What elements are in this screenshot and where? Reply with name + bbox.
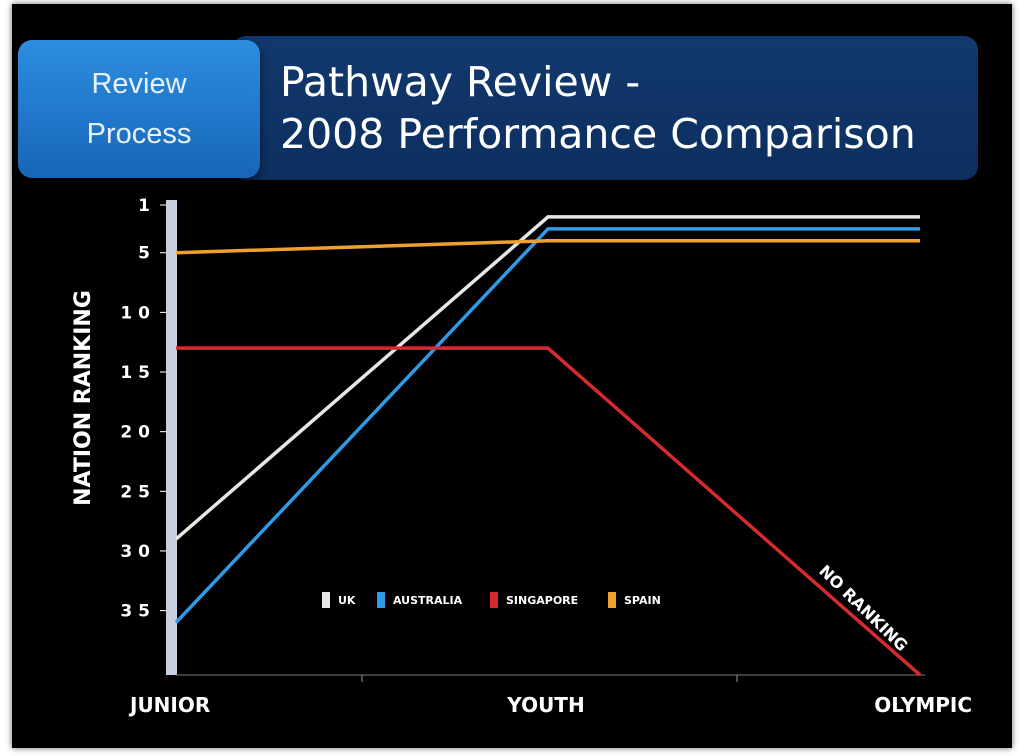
y-tick-label-20: 2 0	[120, 423, 150, 443]
legend-label-uk: UK	[338, 594, 356, 607]
badge-line-1: Review	[91, 68, 187, 100]
badge-line-2: Process	[86, 118, 192, 150]
title-bar	[232, 36, 978, 180]
review-process-badge: Review Process	[18, 40, 260, 178]
legend-swatch-spain	[608, 592, 616, 608]
series-line-australia	[174, 227, 920, 624]
legend-swatch-australia	[377, 592, 385, 608]
y-axis-title: NATION RANKING	[71, 290, 96, 506]
legend-swatch-singapore	[490, 592, 498, 608]
series-line-spain	[175, 239, 920, 255]
badge-text: Review Process	[39, 59, 239, 159]
legend-label-spain: SPAIN	[624, 594, 661, 607]
series-line-uk	[174, 215, 920, 541]
x-category-label-olympic: OLYMPIC	[874, 693, 972, 717]
y-tick-label-30: 3 0	[120, 542, 150, 562]
legend-label-australia: AUSTRALIA	[393, 594, 463, 607]
y-tick-label-35: 3 5	[120, 602, 150, 622]
series-line-singapore	[176, 346, 922, 677]
y-tick-label-10: 1 0	[120, 303, 150, 323]
y-tick-label-25: 2 5	[120, 482, 150, 502]
x-category-label-youth: YOUTH	[506, 693, 584, 717]
y-tick-label-5: 5	[138, 244, 150, 264]
no-ranking-annotation: NO RANKING	[815, 561, 911, 655]
page-title: Pathway Review - 2008 Performance Compar…	[280, 56, 970, 160]
title-line-1: Pathway Review -	[280, 58, 641, 106]
y-tick-label-1: 1	[138, 196, 150, 216]
legend-swatch-uk	[322, 592, 330, 608]
y-axis-bar	[166, 200, 177, 675]
x-category-label-junior: JUNIOR	[128, 693, 210, 717]
legend-label-singapore: SINGAPORE	[506, 594, 578, 607]
y-tick-label-15: 1 5	[120, 363, 150, 383]
title-line-2: 2008 Performance Comparison	[280, 110, 916, 158]
